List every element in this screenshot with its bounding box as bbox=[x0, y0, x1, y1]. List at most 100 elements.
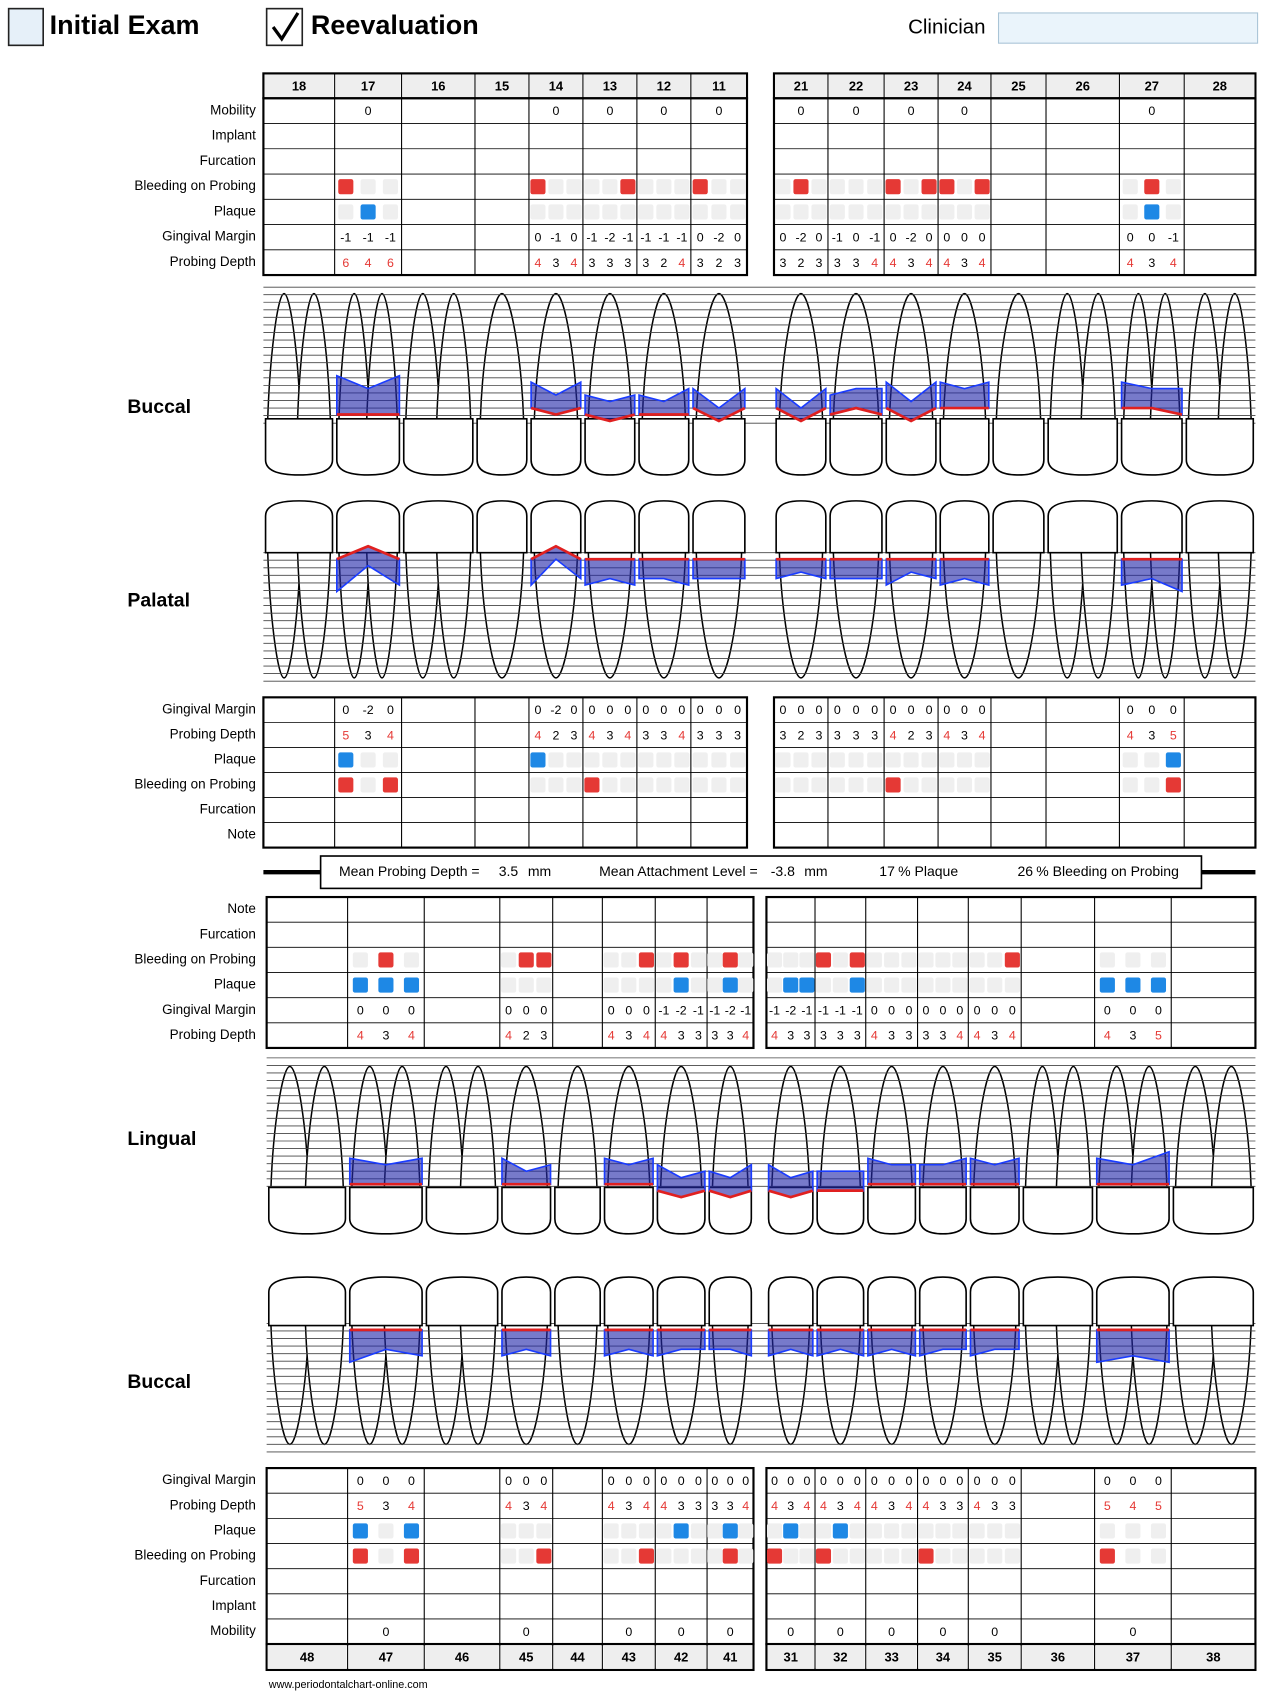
tooth-number: 47 bbox=[379, 1649, 393, 1664]
finding-mark bbox=[338, 777, 353, 792]
site-value: 0 bbox=[643, 1474, 650, 1488]
row-label: Probing Depth bbox=[170, 726, 256, 741]
site-cell bbox=[799, 1523, 814, 1538]
site-cell bbox=[501, 1523, 516, 1538]
finding-mark bbox=[850, 952, 865, 967]
site-value: 3 bbox=[803, 1029, 810, 1043]
site-value: 4 bbox=[408, 1499, 415, 1513]
tooth-crown bbox=[817, 1277, 863, 1326]
site-cell bbox=[987, 978, 1002, 993]
site-cell bbox=[738, 952, 753, 967]
site-cell bbox=[621, 1523, 636, 1538]
site-value: 3 bbox=[961, 728, 968, 742]
site-value: 4 bbox=[742, 1499, 749, 1513]
site-cell bbox=[939, 752, 954, 767]
site-cell bbox=[378, 1523, 393, 1538]
finding-mark bbox=[886, 777, 901, 792]
site-cell bbox=[830, 777, 845, 792]
site-value: 6 bbox=[387, 256, 394, 270]
site-cell bbox=[674, 1549, 689, 1564]
tooth-root bbox=[558, 1067, 597, 1188]
site-value: 3 bbox=[871, 728, 878, 742]
site-cell bbox=[901, 1523, 916, 1538]
finding-mark bbox=[353, 1549, 368, 1564]
site-cell bbox=[536, 978, 551, 993]
tooth-crown bbox=[639, 501, 689, 553]
tooth-number: 42 bbox=[674, 1649, 688, 1664]
site-cell bbox=[833, 1549, 848, 1564]
site-cell bbox=[501, 1549, 516, 1564]
finding-mark bbox=[674, 952, 689, 967]
site-value: 4 bbox=[974, 1029, 981, 1043]
site-cell bbox=[361, 777, 376, 792]
tooth-crown bbox=[1023, 1187, 1092, 1233]
site-value: -1 bbox=[818, 1004, 829, 1018]
mobility-value: 0 bbox=[606, 104, 613, 118]
site-cell bbox=[884, 1549, 899, 1564]
tooth-root bbox=[437, 294, 471, 419]
site-value: 3 bbox=[678, 1029, 685, 1043]
tooth-root bbox=[1026, 1067, 1060, 1188]
site-value: 3 bbox=[834, 256, 841, 270]
site-value: 3 bbox=[1148, 256, 1155, 270]
row-label: Bleeding on Probing bbox=[134, 178, 255, 193]
site-cell bbox=[1144, 777, 1159, 792]
finding-mark bbox=[620, 179, 635, 194]
mobility-value: 0 bbox=[961, 104, 968, 118]
tooth-crown bbox=[920, 1187, 966, 1233]
initial-exam-checkbox[interactable] bbox=[9, 9, 44, 46]
site-value: 0 bbox=[798, 703, 805, 717]
site-value: 0 bbox=[608, 1004, 615, 1018]
site-cell bbox=[656, 978, 671, 993]
site-cell bbox=[530, 777, 545, 792]
site-value: 3 bbox=[697, 256, 704, 270]
finding-mark bbox=[793, 179, 808, 194]
site-value: 0 bbox=[742, 1474, 749, 1488]
site-cell bbox=[799, 952, 814, 967]
summary-value: 26 bbox=[1017, 863, 1033, 879]
tooth-number: 13 bbox=[603, 78, 617, 93]
row-label: Bleeding on Probing bbox=[134, 1548, 255, 1563]
site-value: 4 bbox=[1104, 1029, 1111, 1043]
site-value: 0 bbox=[820, 1474, 827, 1488]
site-cell bbox=[935, 952, 950, 967]
site-cell bbox=[730, 179, 745, 194]
tooth-root bbox=[461, 1326, 496, 1445]
row-label: Mobility bbox=[210, 102, 256, 117]
site-value: 0 bbox=[837, 1474, 844, 1488]
site-value: 3 bbox=[780, 256, 787, 270]
row-label: Plaque bbox=[214, 752, 256, 767]
site-cell bbox=[1151, 952, 1166, 967]
site-cell bbox=[604, 952, 619, 967]
finding-mark bbox=[723, 952, 738, 967]
site-value: 0 bbox=[727, 1474, 734, 1488]
clinician-input[interactable] bbox=[999, 13, 1258, 43]
finding-mark bbox=[338, 752, 353, 767]
site-value: -2 bbox=[676, 1004, 687, 1018]
tooth-number: 12 bbox=[657, 78, 671, 93]
tooth-crown bbox=[266, 501, 333, 553]
pocket-depth bbox=[817, 1171, 863, 1190]
site-cell bbox=[691, 978, 706, 993]
site-value: 3 bbox=[727, 1499, 734, 1513]
site-value: 3 bbox=[625, 1029, 632, 1043]
tooth-root bbox=[298, 553, 331, 678]
site-value: 3 bbox=[734, 728, 741, 742]
finding-mark bbox=[338, 179, 353, 194]
site-cell bbox=[693, 204, 708, 219]
site-cell bbox=[1125, 1523, 1140, 1538]
finding-mark bbox=[536, 1549, 551, 1564]
tooth-number: 21 bbox=[794, 78, 808, 93]
site-value: 3 bbox=[697, 728, 704, 742]
tooth-number: 28 bbox=[1213, 78, 1227, 93]
tooth-crown bbox=[1173, 1187, 1253, 1233]
site-cell bbox=[361, 179, 376, 194]
site-value: 4 bbox=[742, 1029, 749, 1043]
site-value: 0 bbox=[678, 1474, 685, 1488]
tooth-root bbox=[298, 294, 331, 419]
site-value: 3 bbox=[1009, 1499, 1016, 1513]
site-value: 4 bbox=[505, 1499, 512, 1513]
site-value: 4 bbox=[871, 1499, 878, 1513]
tooth-number: 24 bbox=[957, 78, 972, 93]
site-value: -2 bbox=[785, 1004, 796, 1018]
